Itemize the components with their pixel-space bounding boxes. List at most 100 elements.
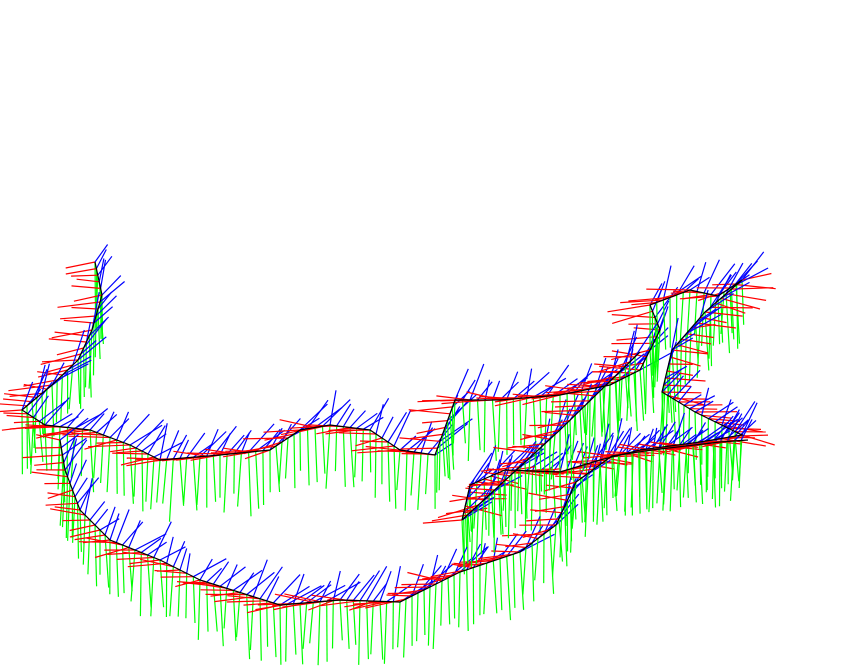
y-axis-line xyxy=(416,592,419,642)
z-axis-line xyxy=(246,571,275,596)
z-axis-line xyxy=(710,263,736,295)
z-axis-line xyxy=(60,434,79,448)
z-axis-line xyxy=(644,428,654,452)
y-axis-line xyxy=(642,363,646,410)
x-axis-line xyxy=(320,600,361,607)
x-axis-line xyxy=(665,377,706,382)
y-axis-line xyxy=(585,389,590,436)
z-axis-line xyxy=(64,439,88,471)
x-axis-line xyxy=(311,594,347,601)
y-axis-line xyxy=(452,399,456,444)
y-axis-line xyxy=(159,559,165,608)
z-axis-line xyxy=(713,415,734,441)
x-axis-line xyxy=(726,293,767,301)
y-axis-line xyxy=(349,427,355,488)
z-axis-line xyxy=(661,372,681,393)
y-axis-line xyxy=(718,441,721,507)
z-axis-line xyxy=(67,355,92,371)
x-axis-line xyxy=(227,595,261,600)
z-axis-line xyxy=(654,286,679,318)
y-axis-line xyxy=(519,466,523,515)
z-axis-line xyxy=(69,463,78,484)
z-axis-line xyxy=(332,570,341,601)
z-axis-line xyxy=(153,441,184,458)
z-axis-line xyxy=(381,416,394,439)
y-axis-line xyxy=(404,450,408,511)
x-axis-line xyxy=(4,393,38,399)
z-axis-line xyxy=(93,306,113,324)
y-axis-line xyxy=(60,374,63,421)
trajectory-line xyxy=(20,261,743,461)
x-axis-line xyxy=(710,306,753,309)
z-axis-line xyxy=(580,363,593,391)
y-axis-line xyxy=(451,406,454,456)
z-axis-line xyxy=(619,432,641,456)
y-axis-line xyxy=(571,415,576,460)
x-axis-line xyxy=(65,268,97,275)
x-axis-line xyxy=(534,506,565,512)
y-axis-line xyxy=(339,599,343,641)
y-axis-line xyxy=(612,456,618,512)
y-axis-line xyxy=(685,445,689,498)
y-axis-line xyxy=(317,601,321,666)
y-axis-line xyxy=(130,549,136,602)
y-axis-line xyxy=(679,292,684,348)
x-axis-line xyxy=(522,433,551,440)
z-axis-line xyxy=(109,513,120,541)
x-axis-line xyxy=(436,395,471,401)
y-axis-line xyxy=(219,586,224,647)
y-axis-line xyxy=(548,439,551,491)
x-axis-line xyxy=(194,582,227,589)
z-axis-line xyxy=(631,435,646,454)
x-axis-line xyxy=(69,524,96,532)
trajectory-line xyxy=(59,439,749,606)
z-axis-line xyxy=(511,440,537,471)
x-axis-line xyxy=(110,447,137,453)
z-axis-line xyxy=(89,501,106,521)
z-axis-line xyxy=(95,249,107,269)
x-axis-line xyxy=(274,593,314,603)
z-axis-line xyxy=(199,558,213,581)
z-axis-line xyxy=(85,322,91,343)
y-axis-line xyxy=(168,458,174,522)
z-axis-line xyxy=(519,371,550,399)
z-axis-line xyxy=(695,308,717,324)
x-axis-line xyxy=(226,600,267,603)
z-axis-line xyxy=(101,275,122,296)
y-axis-line xyxy=(634,356,637,422)
x-axis-line xyxy=(681,338,712,345)
x-axis-line xyxy=(520,429,561,441)
z-axis-line xyxy=(122,413,150,443)
z-axis-line xyxy=(96,413,118,433)
z-axis-line xyxy=(342,408,355,428)
x-axis-line xyxy=(0,409,23,413)
x-axis-line xyxy=(476,397,507,400)
x-axis-line xyxy=(556,472,589,474)
y-axis-line xyxy=(331,600,334,649)
z-axis-line xyxy=(356,412,378,429)
y-axis-line xyxy=(738,440,742,489)
x-axis-line xyxy=(40,353,81,365)
y-axis-line xyxy=(741,279,745,325)
z-axis-line xyxy=(179,548,188,571)
x-axis-line xyxy=(139,558,174,568)
x-axis-line xyxy=(550,400,591,403)
x-axis-line xyxy=(386,594,413,597)
y-axis-line xyxy=(212,455,217,502)
y-axis-line xyxy=(446,420,451,480)
x-axis-line xyxy=(47,492,76,498)
y-axis-line xyxy=(729,440,735,501)
y-axis-line xyxy=(141,450,144,512)
z-axis-line xyxy=(554,399,567,435)
y-axis-line xyxy=(57,439,61,490)
z-axis-line xyxy=(532,377,567,398)
y-axis-line xyxy=(672,445,675,490)
y-axis-line xyxy=(379,601,384,660)
x-axis-line xyxy=(468,483,501,486)
y-axis-line xyxy=(403,598,407,658)
y-axis-line xyxy=(55,379,58,423)
x-axis-line xyxy=(422,519,463,524)
x-axis-line xyxy=(661,391,702,394)
z-axis-line xyxy=(21,381,34,411)
